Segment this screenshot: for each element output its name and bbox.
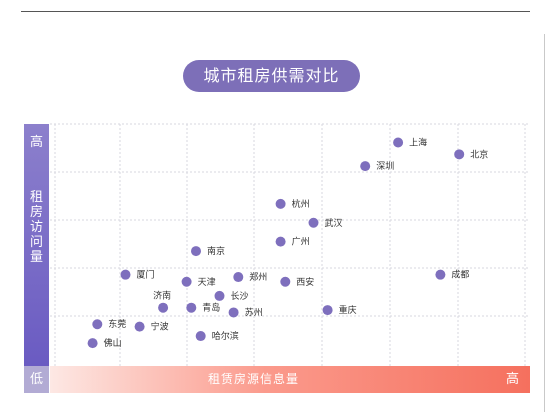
data-point: [393, 137, 404, 148]
data-point: [191, 246, 201, 257]
data-point: [181, 276, 192, 287]
data-point: [233, 272, 244, 283]
point-label: 苏州: [245, 306, 263, 318]
x-axis-band: [50, 366, 530, 393]
point-label: 宁波: [151, 321, 169, 333]
data-point: [120, 269, 131, 280]
point-label: 长沙: [231, 290, 249, 302]
data-point: [92, 319, 103, 330]
point-label: 北京: [470, 148, 488, 160]
axis-low-label: 低: [24, 366, 49, 393]
point-label: 广州: [292, 236, 310, 248]
point-label: 佛山: [104, 337, 122, 349]
point-label: 郑州: [249, 271, 267, 283]
point-label: 杭州: [292, 198, 310, 210]
top-divider: [21, 11, 530, 12]
chart-title: 城市租房供需对比: [183, 60, 360, 92]
data-point: [214, 290, 225, 301]
right-divider: [544, 34, 545, 412]
data-point: [195, 331, 206, 342]
y-axis-title: 租房访问量: [29, 190, 43, 265]
data-point: [87, 338, 98, 349]
x-axis-high-label: 高: [506, 372, 520, 387]
point-label: 济南: [153, 290, 171, 302]
y-axis-high-label: 高: [29, 135, 43, 150]
data-point: [360, 161, 371, 172]
point-label: 青岛: [202, 302, 220, 314]
point-label: 上海: [409, 137, 427, 149]
data-point: [454, 149, 465, 160]
data-point: [322, 305, 333, 316]
point-label: 东莞: [108, 318, 126, 330]
point-label: 深圳: [376, 161, 394, 172]
point-label: 西安: [296, 276, 314, 288]
data-point: [186, 302, 197, 313]
point-label: 厦门: [137, 269, 155, 281]
grid: [50, 123, 530, 366]
x-axis-title: 租赁房源信息量: [208, 372, 300, 386]
point-label: 重庆: [339, 304, 357, 316]
point-label: 哈尔滨: [212, 330, 239, 342]
data-point: [134, 321, 145, 332]
data-point: [435, 269, 446, 280]
point-label: 天津: [198, 277, 216, 288]
y-axis-band: [24, 124, 49, 366]
data-point: [158, 302, 169, 313]
point-label: 武汉: [325, 217, 343, 229]
data-point: [275, 236, 286, 247]
point-label: 南京: [207, 245, 225, 257]
point-label: 成都: [451, 269, 469, 281]
data-point: [275, 198, 286, 209]
data-point: [308, 217, 319, 228]
data-point: [280, 276, 291, 287]
data-point: [228, 307, 239, 318]
